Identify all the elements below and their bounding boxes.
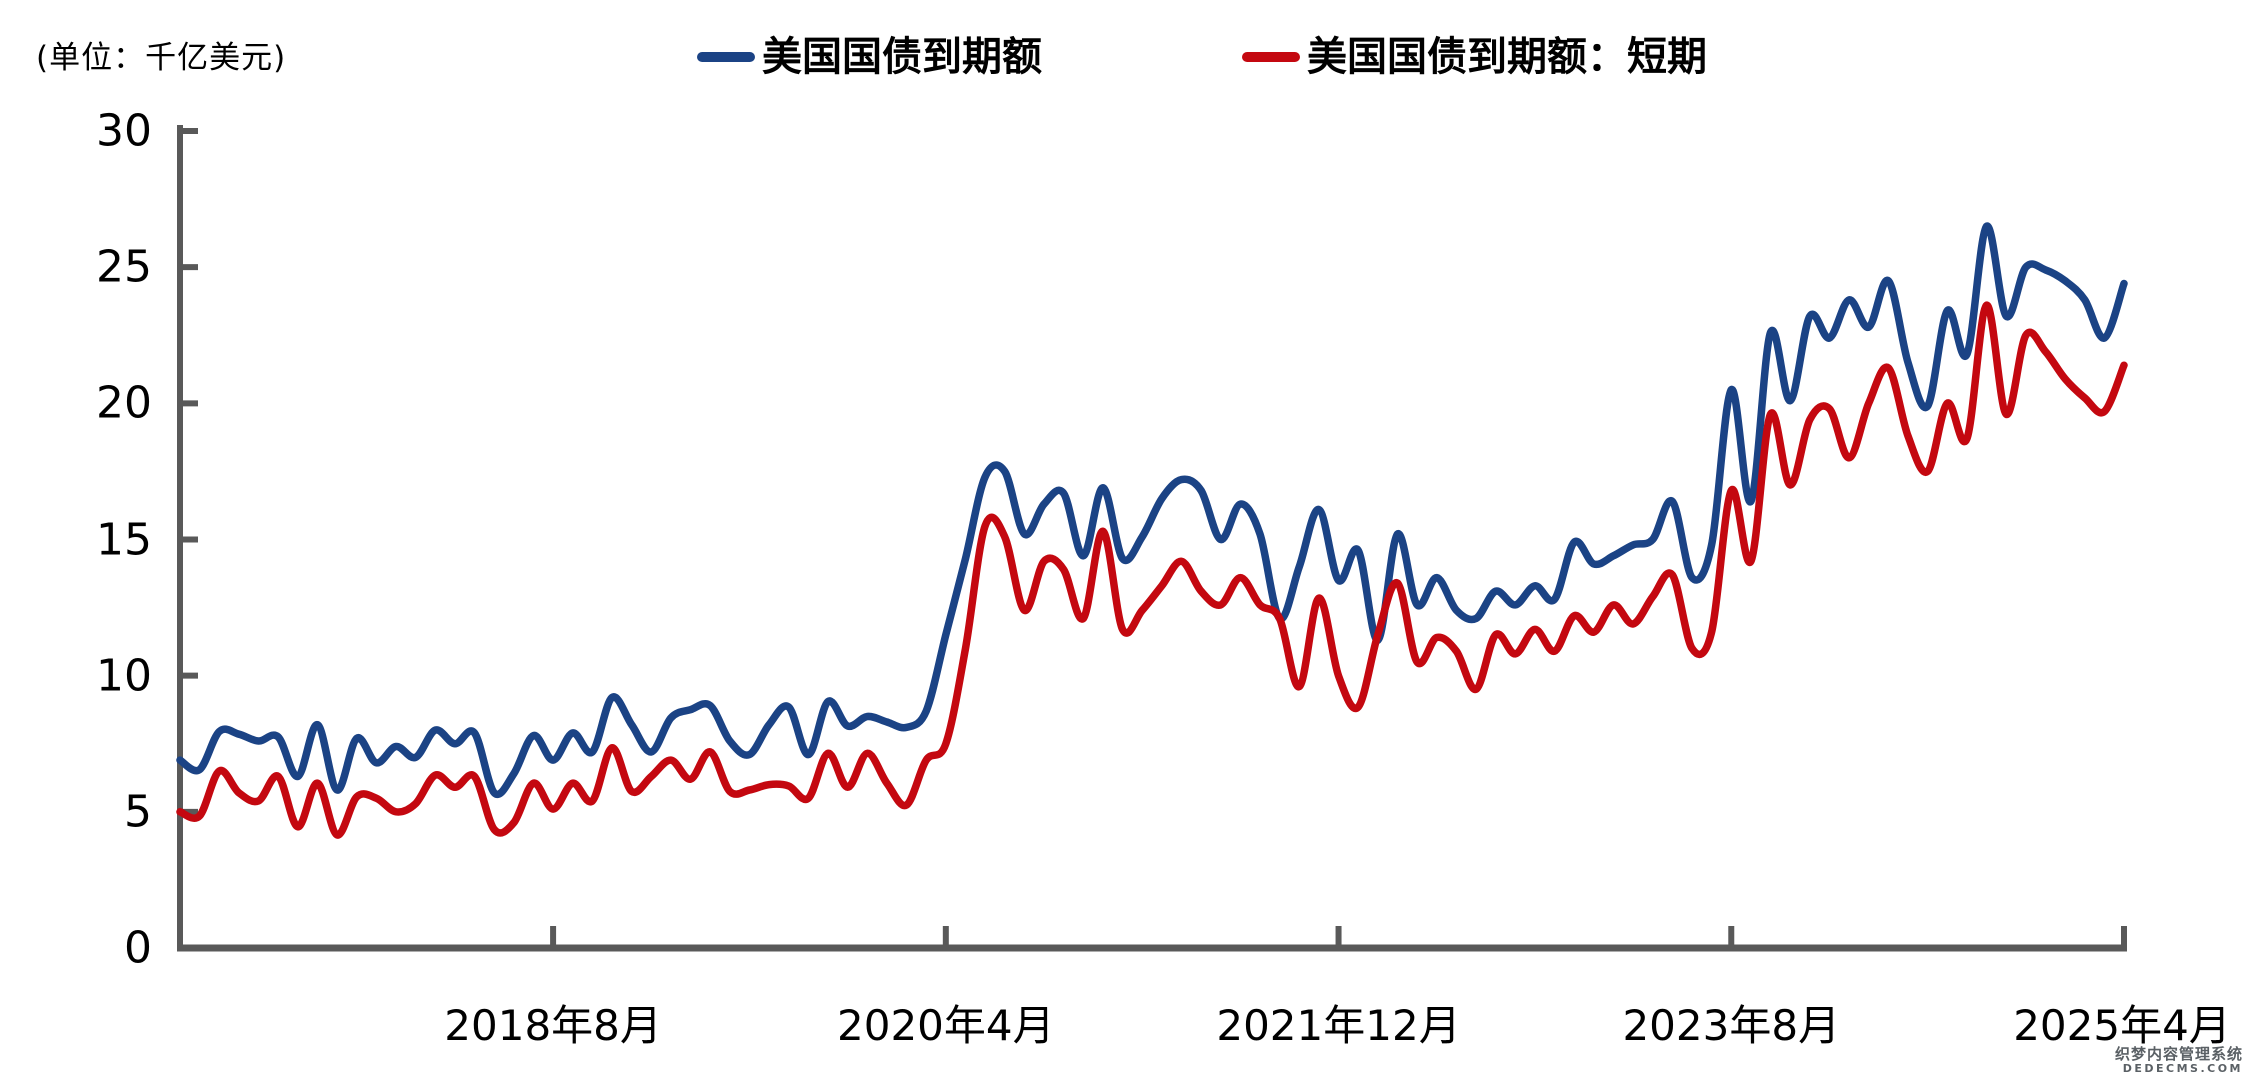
y-axis-tick-label: 15	[96, 514, 152, 565]
y-axis-tick-label: 25	[96, 241, 152, 293]
x-axis-tick-label: 2021年12月	[1216, 1001, 1461, 1050]
axis-unit-label: (单位：千亿美元)	[36, 40, 287, 76]
series-line-total	[176, 222, 2128, 799]
x-axis-tick-label: 2023年8月	[1622, 1001, 1841, 1050]
y-axis-tick-label: 10	[96, 650, 152, 702]
x-axis-tick-label: 2018年8月	[444, 1001, 662, 1050]
watermark-cn-text: 织梦内容管理系统	[2114, 1045, 2243, 1064]
y-axis-tick-label: 30	[96, 105, 152, 157]
watermark-domain-text: DEDECMS.COM	[2122, 1062, 2243, 1076]
series-line-short-term	[176, 301, 2128, 839]
y-axis-tick-label: 20	[96, 377, 152, 429]
x-axis-tick-label: 2020年4月	[837, 1001, 1055, 1050]
x-axis-tick-label: 2025年4月	[2013, 1001, 2231, 1050]
y-axis-tick-label: 0	[124, 922, 152, 974]
y-axis-tick-label: 5	[124, 786, 152, 838]
dedecms-watermark: 织梦内容管理系统 DEDECMS.COM	[2114, 1045, 2243, 1076]
